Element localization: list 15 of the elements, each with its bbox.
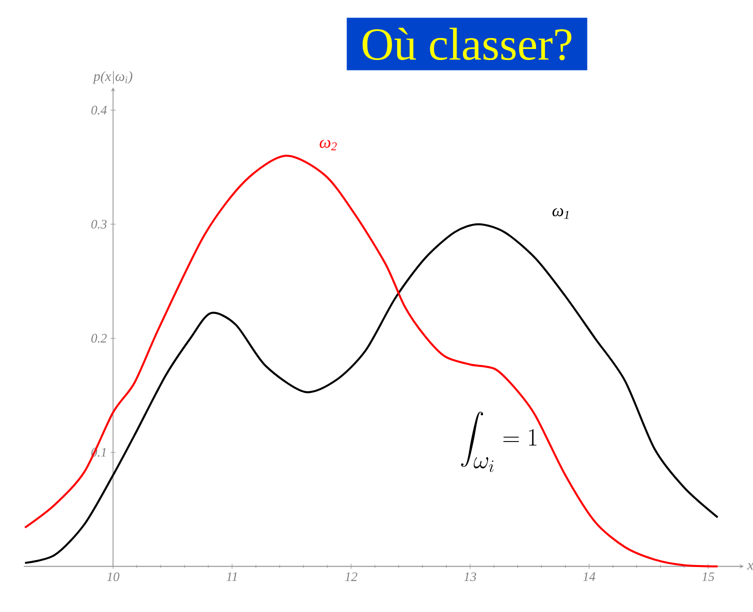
y-tick-label: 0.4 [91, 106, 107, 115]
y-tick-label: 0.3 [91, 220, 107, 229]
x-tick-label: 11 [226, 572, 237, 581]
x-tick-label: 12 [345, 572, 358, 581]
chart-title: Où classer? [362, 28, 572, 60]
y-tick-label: 0.2 [91, 334, 107, 343]
text: ω$_{1}$ [552, 208, 569, 219]
annotation: $\int_{\omega_i} = 1$ [461, 412, 536, 472]
series-label: ω$_{2}$ [320, 140, 337, 150]
x-tick-label: 10 [107, 572, 120, 582]
x-tick-label: 15 [702, 572, 714, 582]
x-axis-title: x [747, 563, 753, 570]
y-axis-title: p(x|ω$_{i}$) [92, 71, 132, 84]
x-tick-label: 13 [464, 572, 476, 582]
x-tick-label: 14 [583, 572, 596, 581]
